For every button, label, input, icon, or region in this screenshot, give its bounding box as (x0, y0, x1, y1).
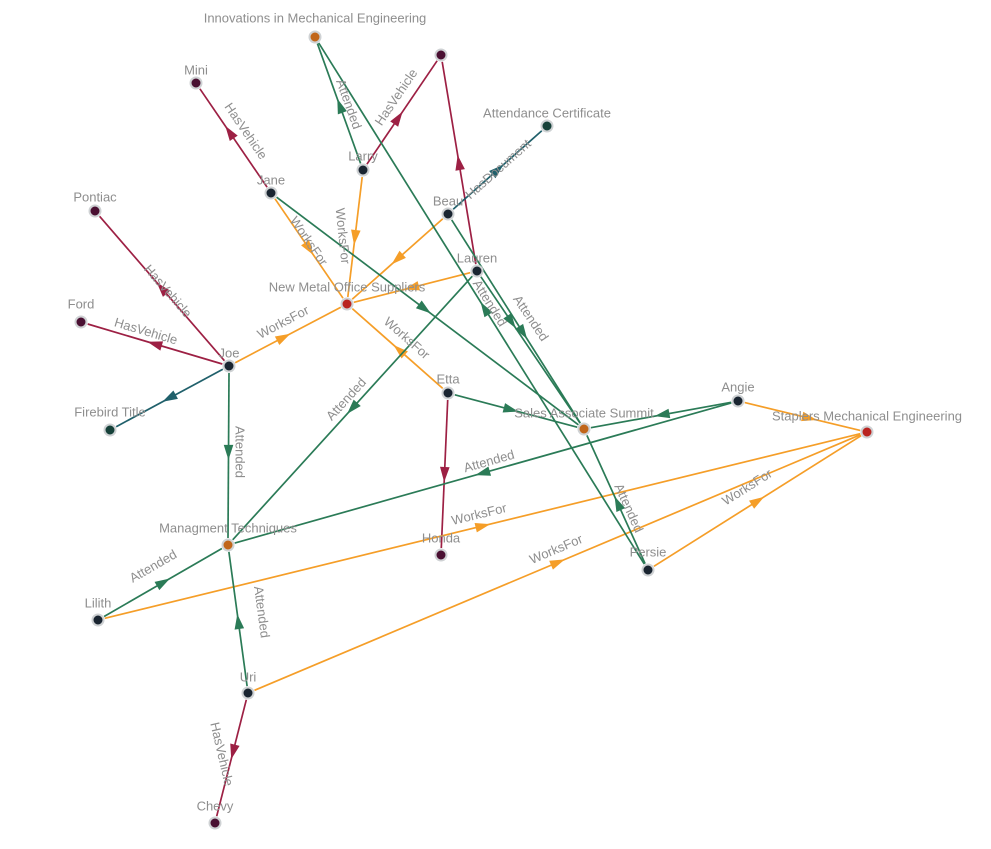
edge-arrowhead (614, 496, 626, 513)
edge-arrowhead (337, 98, 347, 115)
edge-arrowhead (502, 403, 519, 413)
node-label-lilith: Lilith (85, 596, 112, 611)
edge-arrowhead (225, 125, 238, 141)
edge-label: Attended (233, 426, 248, 478)
edge-label: HasVehicle (141, 261, 195, 320)
node-lauren[interactable] (470, 264, 484, 278)
edge-arrowhead (489, 164, 504, 179)
node-label-chevy: Chevy (197, 799, 234, 814)
edge-arrowhead (351, 229, 361, 245)
edge-label: WorksFor (719, 465, 775, 508)
node-label-lauren: Lauren (457, 251, 497, 266)
node-honda[interactable] (434, 548, 448, 562)
node-ford[interactable] (74, 315, 88, 329)
edge-label: WorksFor (333, 207, 354, 265)
node-label-jane: Jane (257, 173, 285, 188)
edge-arrowhead (515, 323, 528, 340)
edge-arrowhead (404, 281, 420, 291)
edge-arrowhead (223, 444, 234, 460)
node-label-angie: Angie (721, 380, 754, 395)
nodes-layer (74, 30, 874, 830)
node-persie[interactable] (641, 563, 655, 577)
node-larry[interactable] (356, 163, 370, 177)
node-label-staplers: Staplers Mechanical Engineering (772, 409, 962, 424)
edge-arrowhead (474, 522, 491, 533)
node-label-ford: Ford (68, 297, 95, 312)
node-summit[interactable] (577, 422, 591, 436)
edge-arrowhead (234, 614, 245, 630)
node-lilith[interactable] (91, 613, 105, 627)
node-innovations[interactable] (308, 30, 322, 44)
node-label-summit: Sales Associate Summit (514, 406, 654, 421)
node-firebird-title[interactable] (103, 423, 117, 437)
node-label-beau: Beau (433, 194, 463, 209)
node-label-pontiac: Pontiac (73, 190, 117, 205)
node-label-mini: Mini (184, 63, 208, 78)
node-staplers[interactable] (860, 425, 874, 439)
node-chevy[interactable] (208, 816, 222, 830)
edge-label: HasDocument (462, 136, 534, 202)
node-uri[interactable] (241, 686, 255, 700)
edge-arrowhead (455, 155, 465, 171)
edge-arrowhead (654, 408, 671, 419)
edge-arrowhead (480, 302, 493, 318)
node-label-larry: Larry (348, 149, 378, 164)
edge-label: Attended (127, 546, 180, 585)
node-new-metal[interactable] (340, 297, 354, 311)
node-etta[interactable] (441, 386, 455, 400)
node-label-joe: Joe (219, 346, 240, 361)
edge-arrowhead (347, 399, 361, 414)
edge-arrowhead (230, 743, 240, 760)
edge-arrowhead (801, 411, 817, 422)
node-vehicle-unlabeled[interactable] (434, 48, 448, 62)
node-label-innovations: Innovations in Mechanical Engineering (204, 11, 427, 26)
edge-arrowhead (503, 313, 516, 329)
edge-arrowhead (154, 578, 170, 591)
edge-arrowhead (391, 250, 406, 265)
edge-arrowhead (415, 300, 431, 314)
node-attendance-certificate[interactable] (540, 119, 554, 133)
edge-label: Attended (510, 292, 552, 344)
node-managment-techniques[interactable] (221, 538, 235, 552)
node-label-persie: Persie (630, 545, 667, 560)
edge-labels-layer: HasVehicleHasVehicleHasVehicleHasVehicle… (113, 66, 776, 788)
node-label-new-metal: New Metal Office Suppliers (269, 280, 426, 295)
node-labels-layer: Innovations in Mechanical Engineering Min… (68, 11, 962, 814)
node-pontiac[interactable] (88, 204, 102, 218)
node-label-uri: Uri (240, 670, 257, 685)
node-joe[interactable] (222, 359, 236, 373)
edge-label: HasVehicle (113, 315, 180, 348)
edge-arrowhead (440, 466, 450, 482)
node-mini[interactable] (189, 76, 203, 90)
edge-arrowhead (393, 345, 408, 359)
node-angie[interactable] (731, 394, 745, 408)
edge-lauren-Attended-summit[interactable] (480, 276, 581, 424)
edge-arrowhead (390, 111, 403, 127)
edge-arrowhead (301, 240, 314, 256)
node-label-firebird-title: Firebird Title (74, 405, 146, 420)
node-label-etta: Etta (436, 372, 460, 387)
edge-arrowhead (156, 282, 171, 297)
edge-label: Attended (251, 585, 273, 639)
edge-arrowhead (162, 390, 178, 402)
node-label-attendance-certificate: Attendance Certificate (483, 106, 611, 121)
edge-arrowhead (147, 341, 164, 351)
edges-layer (87, 42, 862, 817)
node-jane[interactable] (264, 186, 278, 200)
node-label-honda: Honda (422, 531, 461, 546)
edge-arrowhead (475, 466, 492, 476)
edge-beau-Attended-summit[interactable] (450, 219, 582, 424)
edge-arrowhead (549, 559, 565, 570)
node-label-managment-techniques: Managment Techniques (159, 521, 297, 536)
edge-arrowhead (274, 333, 291, 346)
edge-label: WorksFor (381, 314, 433, 363)
edge-arrowhead (749, 496, 765, 509)
node-beau[interactable] (441, 207, 455, 221)
